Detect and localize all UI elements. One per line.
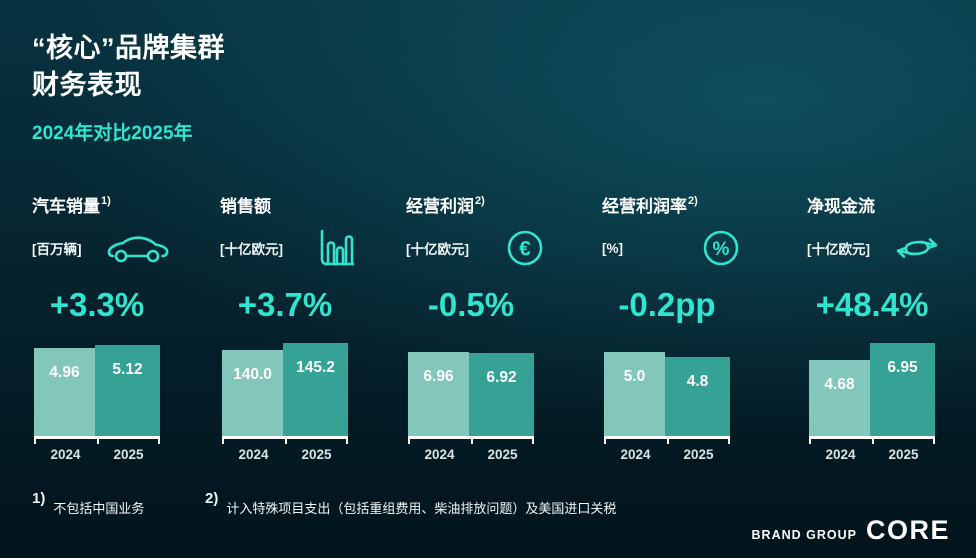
metric-unit-row: [十亿欧元] € — [406, 226, 544, 270]
change-value: -0.5% — [427, 286, 515, 323]
page-title: “核心”品牌集群 财务表现 — [32, 30, 225, 104]
metric-unit-row: [十亿欧元] — [220, 226, 358, 270]
bar-chart: 6.96 6.92 2024 2025 — [408, 343, 534, 462]
metric-title: 经营利润2) — [406, 195, 485, 216]
footnote-ref: 2) — [205, 490, 219, 507]
bar-value: 145.2 — [296, 359, 335, 376]
chart-baseline — [222, 436, 348, 444]
year-labels: 2024 2025 — [809, 447, 935, 462]
chart-baseline — [809, 436, 935, 444]
metric-column-operating-margin: 经营利润率2) [%] % -0.2pp 5.0 4.8 2024 2025 — [602, 192, 762, 492]
year-label-2024: 2024 — [238, 447, 269, 462]
slide-header: “核心”品牌集群 财务表现 2024年对比2025年 — [32, 30, 225, 145]
euro-icon: € — [506, 229, 544, 267]
year-labels: 2024 2025 — [408, 447, 534, 462]
metric-title: 汽车销量1) — [32, 195, 111, 216]
svg-text:%: % — [713, 239, 730, 260]
footnote-text: 计入特殊项目支出（包括重组费用、柴油排放问题）及美国进口关税 — [226, 501, 617, 516]
car-icon — [106, 230, 170, 266]
bar-chart-icon — [316, 227, 358, 269]
change-value: -0.2pp — [618, 286, 716, 323]
chart-baseline — [408, 436, 534, 444]
bar-2025: 145.2 — [283, 343, 348, 436]
change-value: +48.4% — [815, 286, 929, 323]
bar-2024: 4.68 — [809, 360, 870, 436]
metric-unit: [十亿欧元] — [807, 242, 870, 257]
slide-subtitle: 2024年对比2025年 — [32, 123, 193, 144]
footnote-2: 2) 计入特殊项目支出（包括重组费用、柴油排放问题）及美国进口关税 — [205, 490, 616, 516]
bar-value: 6.95 — [887, 359, 918, 376]
year-label-2025: 2025 — [487, 447, 518, 462]
change-value: +3.7% — [237, 286, 333, 323]
title-line-1: “核心”品牌集群 — [32, 33, 225, 63]
bar-2025: 4.8 — [665, 357, 730, 436]
bar-value: 4.68 — [824, 376, 855, 393]
year-label-2025: 2025 — [683, 447, 714, 462]
year-label-2024: 2024 — [620, 447, 651, 462]
footnote-marker: 2) — [688, 195, 698, 208]
percent-icon: % — [702, 229, 740, 267]
bar-chart: 4.96 5.12 2024 2025 — [34, 343, 160, 462]
metric-unit-row: [十亿欧元] — [807, 226, 945, 270]
year-labels: 2024 2025 — [222, 447, 348, 462]
year-label-2025: 2025 — [301, 447, 332, 462]
year-labels: 2024 2025 — [34, 447, 160, 462]
metric-column-operating-profit: 经营利润2) [十亿欧元] € -0.5% 6.96 6.92 2024 202… — [406, 192, 566, 492]
bar-2024: 5.0 — [604, 352, 665, 436]
bar-value: 5.0 — [623, 368, 646, 385]
change-value: +3.3% — [49, 286, 145, 323]
metric-title: 销售额 — [220, 197, 271, 216]
bar-value: 6.92 — [486, 369, 517, 386]
metric-column-sales-revenue: 销售额 [十亿欧元] +3.7% 140.0 145.2 2024 2025 — [220, 192, 380, 492]
brand-logo: BRAND GROUP CORE — [752, 515, 950, 546]
brand-name: CORE — [865, 515, 950, 545]
metric-unit-row: [百万辆] — [32, 226, 170, 270]
bar-value: 140.0 — [233, 366, 272, 383]
metric-unit: [%] — [602, 240, 623, 256]
metric-title: 经营利润率2) — [602, 195, 698, 216]
cash-flow-arrows-icon — [889, 231, 945, 265]
metric-column-vehicle-sales: 汽车销量1) [百万辆] +3.3% 4.96 5.12 2024 2025 — [32, 192, 192, 492]
year-labels: 2024 2025 — [604, 447, 730, 462]
year-label-2025: 2025 — [113, 447, 144, 462]
svg-text:€: € — [519, 238, 531, 261]
metric-unit: [十亿欧元] — [220, 242, 283, 257]
metric-unit: [百万辆] — [32, 242, 82, 257]
bar-value: 4.8 — [686, 373, 709, 390]
footnote-1: 1) 不包括中国业务 — [32, 490, 144, 516]
bar-2025: 6.92 — [469, 353, 534, 436]
chart-baseline — [34, 436, 160, 444]
bar-value: 4.96 — [49, 364, 80, 381]
brand-prefix: BRAND GROUP — [751, 528, 857, 542]
bar-value: 5.12 — [112, 361, 143, 378]
bar-2025: 5.12 — [95, 345, 160, 436]
bar-chart: 4.68 6.95 2024 2025 — [809, 343, 935, 462]
metric-unit-row: [%] % — [602, 226, 740, 270]
bar-2025: 6.95 — [870, 343, 935, 436]
metric-title: 净现金流 — [807, 197, 875, 216]
chart-baseline — [604, 436, 730, 444]
footnote-marker: 2) — [475, 195, 485, 208]
footnote-text: 不包括中国业务 — [53, 501, 145, 516]
bar-2024: 140.0 — [222, 350, 283, 436]
metric-column-net-cash-flow: 净现金流 [十亿欧元] +48.4% 4.68 6.95 2024 2025 — [807, 192, 967, 492]
footnote-ref: 1) — [32, 490, 46, 507]
footnote-marker: 1) — [101, 195, 111, 208]
bar-chart: 140.0 145.2 2024 2025 — [222, 343, 348, 462]
year-label-2024: 2024 — [825, 447, 856, 462]
metric-unit: [十亿欧元] — [406, 242, 469, 257]
bar-chart: 5.0 4.8 2024 2025 — [604, 343, 730, 462]
title-line-2: 财务表现 — [32, 70, 142, 100]
year-label-2025: 2025 — [888, 447, 919, 462]
year-label-2024: 2024 — [50, 447, 81, 462]
bar-2024: 6.96 — [408, 352, 469, 436]
year-label-2024: 2024 — [424, 447, 455, 462]
bar-value: 6.96 — [423, 368, 454, 385]
bar-2024: 4.96 — [34, 348, 95, 436]
